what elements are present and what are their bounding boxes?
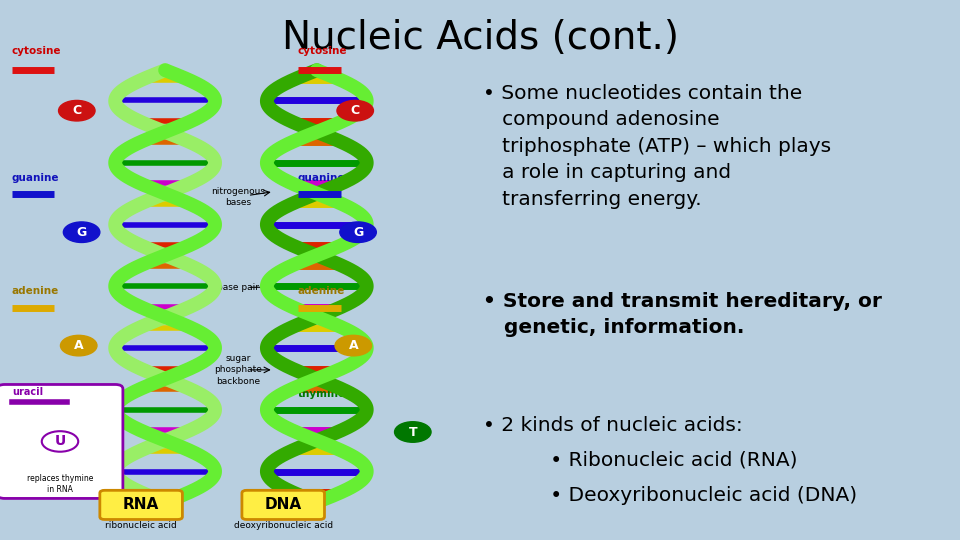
Text: cytosine: cytosine bbox=[298, 46, 348, 56]
Circle shape bbox=[60, 335, 97, 356]
Text: replaces thymine
in RNA: replaces thymine in RNA bbox=[27, 474, 93, 495]
Text: adenine: adenine bbox=[298, 286, 345, 296]
Text: A: A bbox=[74, 339, 84, 352]
Text: adenine: adenine bbox=[12, 286, 59, 296]
Circle shape bbox=[59, 100, 95, 121]
Text: guanine: guanine bbox=[298, 173, 345, 183]
Circle shape bbox=[340, 222, 376, 242]
Text: base pair: base pair bbox=[217, 283, 259, 292]
Text: U: U bbox=[55, 435, 65, 448]
Circle shape bbox=[337, 100, 373, 121]
Text: G: G bbox=[77, 226, 86, 239]
Text: sugar
phosphate
backbone: sugar phosphate backbone bbox=[214, 354, 262, 386]
Text: uracil: uracil bbox=[12, 387, 43, 397]
Text: DNA: DNA bbox=[265, 497, 301, 512]
Circle shape bbox=[335, 335, 372, 356]
Text: cytosine: cytosine bbox=[12, 46, 61, 56]
Text: thymine: thymine bbox=[298, 389, 346, 399]
Text: • Deoxyribonucleic acid (DNA): • Deoxyribonucleic acid (DNA) bbox=[512, 486, 857, 505]
FancyBboxPatch shape bbox=[0, 384, 123, 498]
Circle shape bbox=[395, 422, 431, 442]
Text: Nucleic Acids (cont.): Nucleic Acids (cont.) bbox=[281, 19, 679, 57]
Text: nitrogenous
bases: nitrogenous bases bbox=[211, 187, 265, 207]
Text: ribonucleic acid: ribonucleic acid bbox=[106, 521, 177, 530]
Text: G: G bbox=[353, 226, 363, 239]
Text: deoxyribonucleic acid: deoxyribonucleic acid bbox=[233, 521, 333, 530]
Text: • Some nucleotides contain the
   compound adenosine
   triphosphate (ATP) – whi: • Some nucleotides contain the compound … bbox=[483, 84, 831, 208]
Text: C: C bbox=[350, 104, 360, 117]
Text: RNA: RNA bbox=[123, 497, 159, 512]
Text: • 2 kinds of nucleic acids:: • 2 kinds of nucleic acids: bbox=[483, 416, 743, 435]
Circle shape bbox=[42, 431, 78, 451]
Text: A: A bbox=[348, 339, 358, 352]
Text: T: T bbox=[409, 426, 417, 438]
Text: guanine: guanine bbox=[12, 173, 59, 183]
Text: • Store and transmit hereditary, or
   genetic, information.: • Store and transmit hereditary, or gene… bbox=[483, 292, 881, 337]
Circle shape bbox=[63, 222, 100, 242]
Text: • Ribonucleic acid (RNA): • Ribonucleic acid (RNA) bbox=[512, 451, 797, 470]
FancyBboxPatch shape bbox=[100, 490, 182, 519]
FancyBboxPatch shape bbox=[242, 490, 324, 519]
Text: C: C bbox=[72, 104, 82, 117]
